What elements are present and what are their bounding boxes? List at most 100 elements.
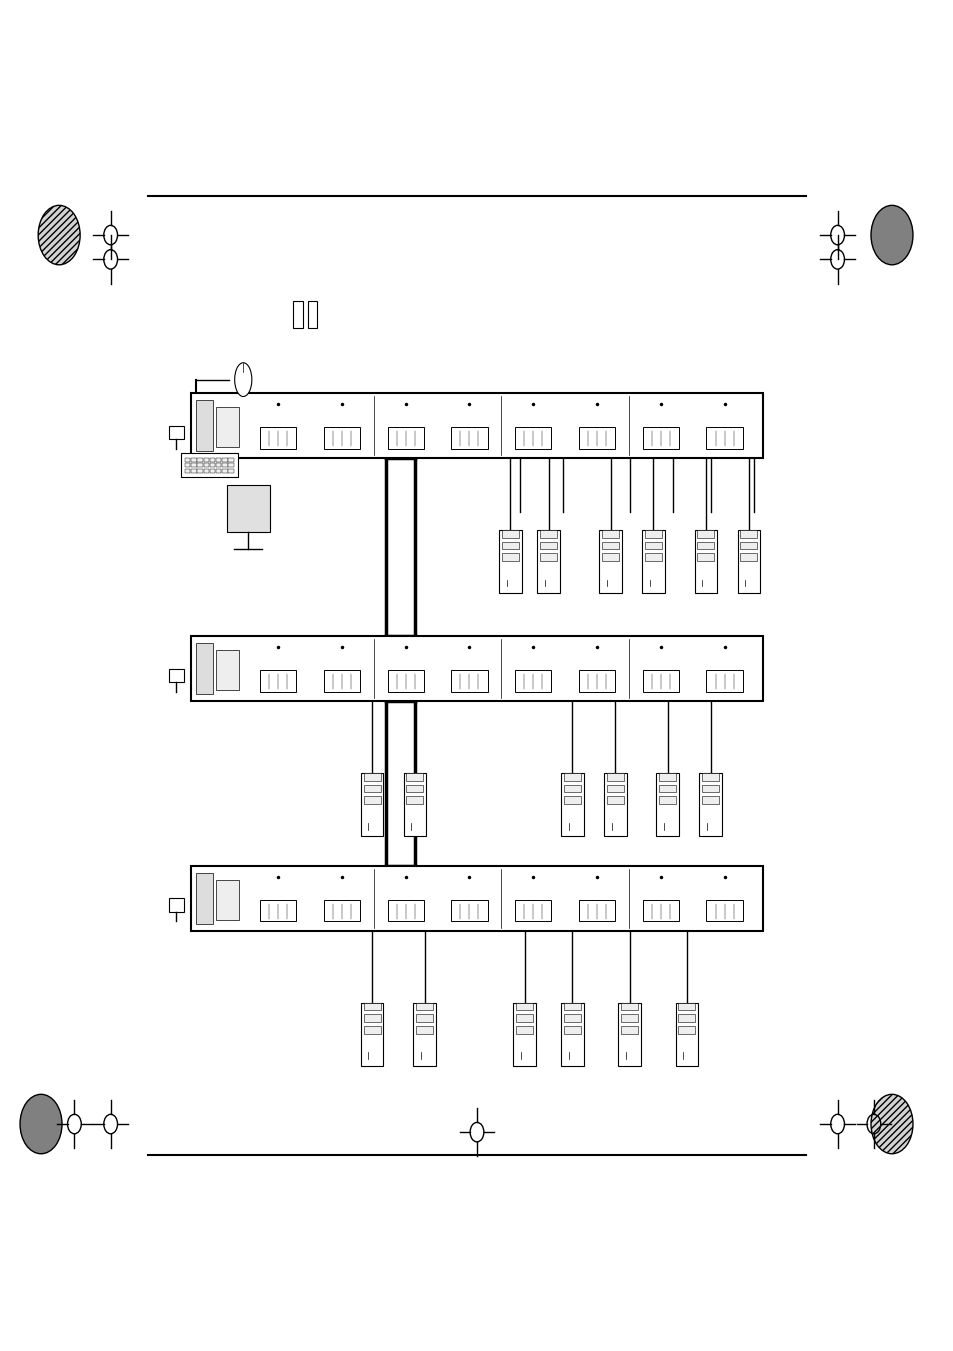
FancyBboxPatch shape: [598, 530, 621, 593]
Bar: [601, 530, 618, 538]
FancyBboxPatch shape: [699, 773, 721, 836]
FancyBboxPatch shape: [259, 427, 295, 449]
Bar: [204, 469, 209, 473]
Bar: [606, 796, 623, 804]
FancyBboxPatch shape: [642, 900, 679, 921]
FancyBboxPatch shape: [515, 900, 551, 921]
Bar: [620, 1002, 638, 1011]
Bar: [606, 785, 623, 792]
Bar: [644, 542, 661, 549]
Bar: [215, 458, 221, 462]
Bar: [697, 553, 714, 561]
FancyBboxPatch shape: [560, 773, 583, 836]
Bar: [416, 1015, 433, 1021]
Bar: [210, 458, 215, 462]
FancyBboxPatch shape: [642, 670, 679, 692]
FancyBboxPatch shape: [387, 427, 423, 449]
Bar: [563, 785, 580, 792]
FancyBboxPatch shape: [323, 900, 359, 921]
FancyBboxPatch shape: [191, 393, 762, 458]
FancyBboxPatch shape: [360, 1002, 383, 1066]
Bar: [197, 469, 202, 473]
FancyBboxPatch shape: [195, 400, 213, 451]
FancyBboxPatch shape: [578, 670, 615, 692]
Bar: [606, 773, 623, 781]
Bar: [678, 1015, 695, 1021]
Bar: [501, 553, 518, 561]
Bar: [659, 773, 676, 781]
Bar: [701, 773, 719, 781]
Bar: [697, 530, 714, 538]
Bar: [191, 458, 196, 462]
FancyBboxPatch shape: [642, 427, 679, 449]
Bar: [563, 796, 580, 804]
Bar: [363, 1002, 380, 1011]
FancyBboxPatch shape: [259, 900, 295, 921]
Bar: [363, 796, 380, 804]
FancyBboxPatch shape: [578, 900, 615, 921]
Bar: [197, 458, 202, 462]
Bar: [620, 1025, 638, 1034]
Bar: [222, 458, 228, 462]
FancyBboxPatch shape: [618, 1002, 640, 1066]
FancyBboxPatch shape: [215, 407, 239, 447]
Bar: [169, 426, 184, 439]
Bar: [406, 773, 423, 781]
Bar: [501, 542, 518, 549]
Bar: [204, 463, 209, 467]
FancyBboxPatch shape: [387, 900, 423, 921]
Bar: [740, 530, 757, 538]
Bar: [539, 530, 557, 538]
FancyBboxPatch shape: [694, 530, 717, 593]
Bar: [191, 469, 196, 473]
Bar: [215, 469, 221, 473]
Bar: [659, 785, 676, 792]
FancyBboxPatch shape: [360, 773, 383, 836]
Bar: [294, 301, 303, 328]
Bar: [644, 553, 661, 561]
FancyBboxPatch shape: [323, 670, 359, 692]
Bar: [601, 553, 618, 561]
Bar: [363, 1015, 380, 1021]
Bar: [363, 1025, 380, 1034]
Bar: [406, 785, 423, 792]
Bar: [740, 553, 757, 561]
Circle shape: [870, 205, 912, 265]
Bar: [222, 463, 228, 467]
Bar: [229, 463, 233, 467]
FancyBboxPatch shape: [515, 427, 551, 449]
Bar: [678, 1002, 695, 1011]
Bar: [740, 542, 757, 549]
FancyBboxPatch shape: [641, 530, 664, 593]
FancyBboxPatch shape: [515, 670, 551, 692]
Bar: [229, 469, 233, 473]
Bar: [416, 1002, 433, 1011]
Bar: [563, 1015, 580, 1021]
Bar: [563, 773, 580, 781]
Bar: [307, 301, 316, 328]
Bar: [601, 542, 618, 549]
Bar: [229, 458, 233, 462]
Circle shape: [20, 1094, 62, 1154]
FancyBboxPatch shape: [498, 530, 521, 593]
Bar: [406, 796, 423, 804]
FancyBboxPatch shape: [215, 880, 239, 920]
FancyBboxPatch shape: [706, 427, 742, 449]
Bar: [185, 463, 191, 467]
Bar: [210, 463, 215, 467]
FancyBboxPatch shape: [578, 427, 615, 449]
Bar: [363, 773, 380, 781]
Bar: [363, 785, 380, 792]
Bar: [169, 898, 184, 912]
FancyBboxPatch shape: [560, 1002, 583, 1066]
FancyBboxPatch shape: [215, 650, 239, 690]
Bar: [222, 469, 228, 473]
FancyBboxPatch shape: [513, 1002, 536, 1066]
Bar: [516, 1025, 533, 1034]
FancyBboxPatch shape: [403, 773, 426, 836]
Bar: [191, 463, 196, 467]
Bar: [563, 1025, 580, 1034]
FancyBboxPatch shape: [737, 530, 760, 593]
Bar: [697, 542, 714, 549]
FancyBboxPatch shape: [195, 873, 213, 924]
